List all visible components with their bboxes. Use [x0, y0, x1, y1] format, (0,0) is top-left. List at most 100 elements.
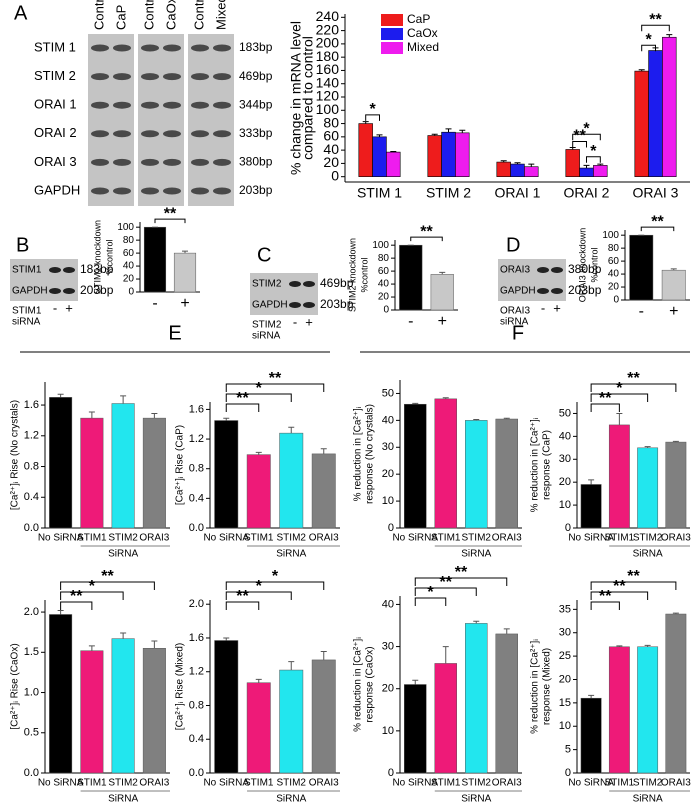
error-bar [445, 128, 452, 133]
gel-band [63, 267, 75, 273]
y-tick-label: 30 [559, 453, 571, 465]
error-bar [120, 395, 127, 404]
gel-band [141, 101, 159, 109]
gene-label: STIM 1 [34, 39, 76, 54]
significance-bracket [60, 581, 155, 590]
gel-band [289, 281, 301, 287]
gel-band [191, 187, 209, 195]
lane-label: CaP [113, 5, 128, 30]
y-axis-label: %control [589, 247, 599, 282]
x-tick-label: STIM2 [633, 778, 663, 789]
y-axis-label: STIM2 knockdown [347, 238, 357, 312]
gel-band [91, 73, 109, 81]
y-tick-label: 60 [123, 248, 135, 259]
gel-band [91, 130, 109, 138]
error-bar [412, 679, 419, 685]
x-tick-label: + [180, 295, 189, 312]
error-bar [255, 451, 262, 455]
significance-label: ** [455, 564, 468, 581]
error-bar [616, 412, 623, 425]
bar [634, 70, 649, 177]
x-tick-label: ORAI3 [139, 778, 169, 789]
y-tick-label: 0.8 [189, 699, 204, 711]
y-tick-label: 10 [382, 495, 394, 507]
gel-band [163, 73, 181, 81]
y-tick-label: 60 [378, 266, 390, 277]
gel-row-label: GAPDH [12, 286, 48, 297]
gel-band [163, 158, 181, 166]
significance-label: * [590, 143, 597, 160]
error-bar [644, 446, 651, 448]
error-bar [514, 162, 521, 165]
bar [455, 132, 470, 177]
y-tick-label: 25 [559, 650, 571, 662]
bar [495, 418, 518, 529]
gel-box [10, 259, 78, 301]
x-axis-label: SiRNA [276, 549, 306, 560]
bar [465, 420, 488, 529]
significance-bracket [414, 577, 508, 586]
significance-label: ** [599, 390, 612, 407]
lane-label: CaOx [163, 0, 178, 30]
gel-band [191, 44, 209, 52]
bar [111, 403, 135, 529]
size-label: 469bp [239, 69, 273, 83]
significance-label: ** [627, 568, 640, 585]
gel-band [191, 158, 209, 166]
lane-sign: + [553, 300, 561, 315]
x-tick-label: ORAI3 [492, 533, 522, 544]
y-tick-label: 0 [388, 767, 394, 779]
bar [80, 650, 104, 774]
y-tick-label: 0 [388, 522, 394, 534]
bar [214, 640, 239, 774]
y-tick-label: 0 [128, 287, 134, 298]
sirna-label: siRNA [252, 331, 281, 342]
y-tick-label: 30 [382, 640, 394, 652]
sirna-label: STIM1 [12, 306, 42, 317]
sirna-label: ORAI3 [500, 306, 530, 317]
bar [311, 453, 336, 529]
y-tick-label: 100 [372, 240, 389, 251]
gel-band [113, 130, 131, 138]
x-axis-label: SiRNA [633, 794, 663, 805]
significance-label: ** [269, 370, 282, 387]
bar [246, 454, 271, 529]
size-label: 203bp [320, 297, 354, 311]
significance-bracket [225, 581, 325, 590]
x-tick-label: STIM2 [462, 778, 492, 789]
error-bar [412, 402, 419, 405]
significance-label: ** [101, 568, 114, 585]
gel-band [91, 158, 109, 166]
x-tick-label: No SiRNA [203, 778, 249, 789]
y-tick-label: 5 [565, 744, 571, 756]
significance-bracket [590, 393, 649, 402]
y-tick-label: 20 [382, 468, 394, 480]
size-label: 380bp [239, 155, 273, 169]
gel-band [113, 101, 131, 109]
size-label: 344bp [239, 97, 273, 111]
significance-label: ** [236, 588, 249, 605]
gel-band [163, 130, 181, 138]
x-tick-label: ORAI3 [309, 533, 339, 544]
gel-box [188, 34, 234, 206]
y-tick-label: 30 [382, 441, 394, 453]
significance-bracket [590, 383, 677, 392]
gel-box [498, 259, 566, 301]
error-bar [151, 640, 158, 649]
gel-band [163, 44, 181, 52]
bar [430, 274, 454, 311]
y-tick-label: 0 [383, 305, 389, 316]
y-axis-label: response (CaP) [542, 430, 553, 500]
legend-label: CaP [407, 12, 430, 26]
significance-label: * [272, 568, 279, 585]
x-tick-label: No SiRNA [203, 533, 249, 544]
y-tick-label: 1.0 [24, 686, 39, 698]
error-bar [644, 644, 651, 647]
y-tick-label: 50 [559, 407, 571, 419]
y-tick-label: 80 [608, 243, 620, 254]
y-tick-label: 10 [382, 725, 394, 737]
bar [143, 226, 167, 293]
gel-band [213, 158, 231, 166]
legend-swatch [381, 28, 403, 40]
error-bar [528, 163, 535, 167]
